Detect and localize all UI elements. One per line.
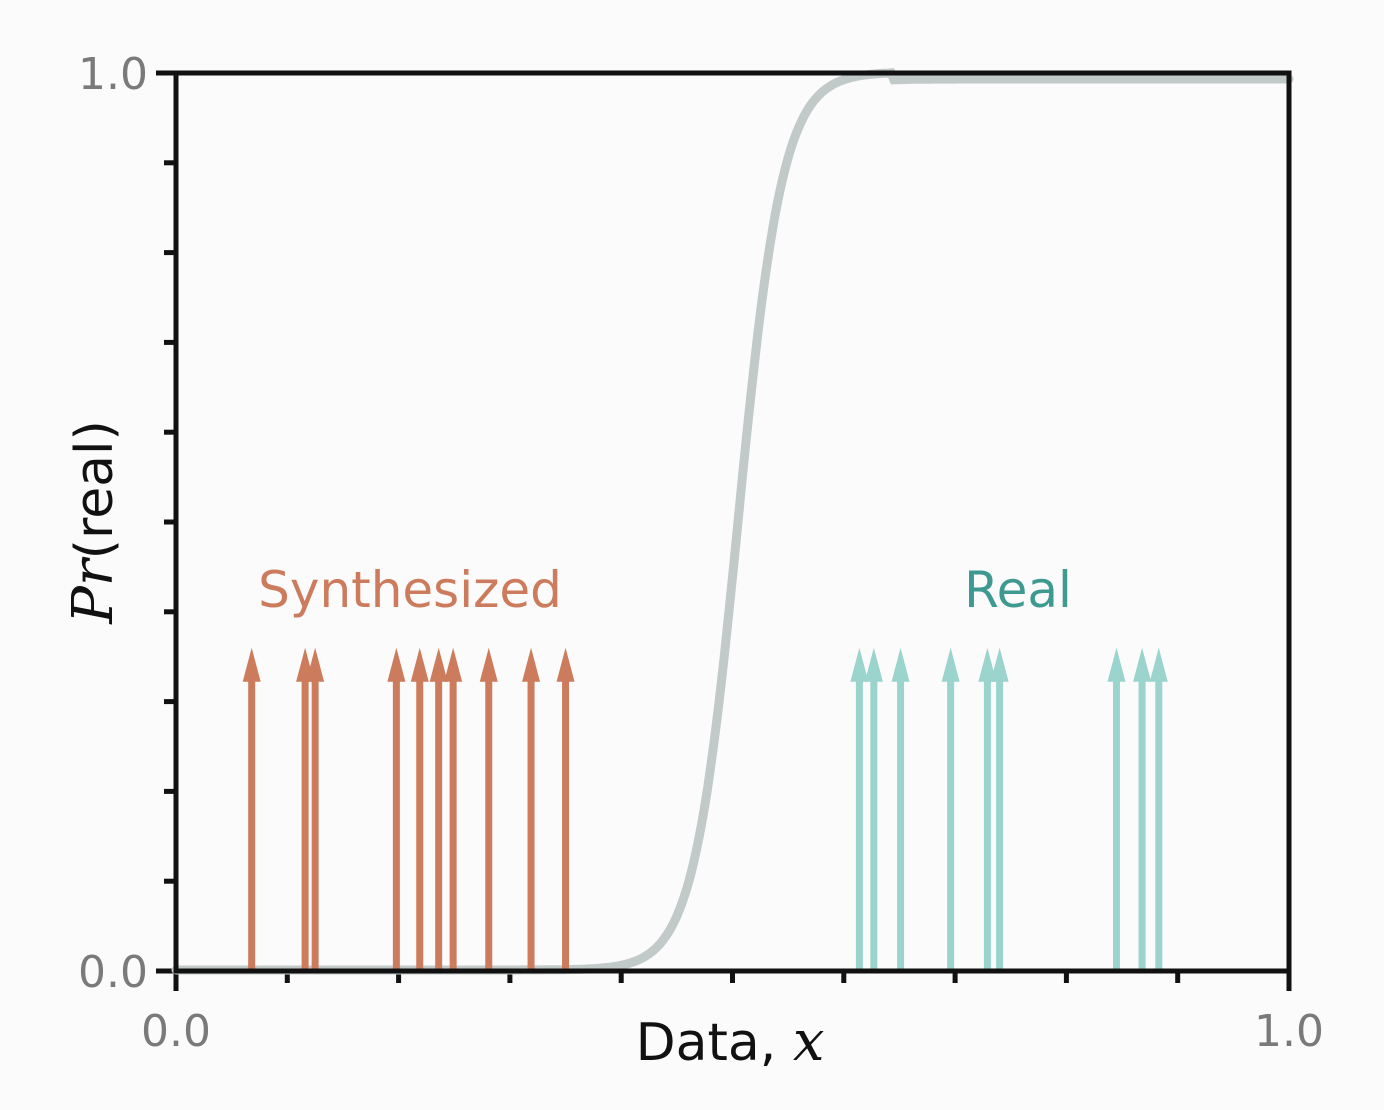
- arrow-synthesized: [387, 647, 406, 969]
- plot-frame: [173, 70, 1292, 974]
- arrow-head: [891, 647, 910, 682]
- arrow-real: [990, 647, 1009, 969]
- arrow-head: [242, 647, 261, 682]
- data-arrows: [242, 647, 1168, 969]
- y-tick-label-max: 1.0: [78, 49, 148, 100]
- arrow-head: [479, 647, 498, 682]
- x-axis-title: Data, x: [636, 1009, 825, 1074]
- arrow-synthesized: [242, 647, 261, 969]
- arrow-real: [941, 647, 960, 969]
- arrow-head: [556, 647, 575, 682]
- arrow-real: [864, 647, 883, 969]
- arrow-real: [978, 647, 997, 969]
- arrow-head: [978, 647, 997, 682]
- arrow-head: [941, 647, 960, 682]
- arrow-synthesized: [479, 647, 498, 969]
- arrow-head: [410, 647, 429, 682]
- x-tick-label-max: 1.0: [1254, 1006, 1324, 1057]
- arrow-synthesized: [296, 647, 315, 969]
- arrow-head: [306, 647, 325, 682]
- y-axis-title-math: Pr: [61, 556, 126, 625]
- arrow-real: [891, 647, 910, 969]
- arrow-head: [864, 647, 883, 682]
- arrow-head: [850, 647, 869, 682]
- arrow-head: [1107, 647, 1126, 682]
- arrow-synthesized: [429, 647, 448, 969]
- arrow-head: [990, 647, 1009, 682]
- y-axis-title-text: (real): [65, 420, 125, 559]
- arrow-real: [1133, 647, 1152, 969]
- arrow-head: [444, 647, 463, 682]
- arrow-real: [1107, 647, 1126, 969]
- arrow-real: [1149, 647, 1168, 969]
- arrow-synthesized: [410, 647, 429, 969]
- arrow-real: [850, 647, 869, 969]
- probability-curve: [171, 68, 1294, 975]
- x-tick-label-min: 0.0: [141, 1006, 211, 1057]
- arrow-synthesized: [444, 647, 463, 969]
- series-label-real: Real: [964, 561, 1072, 619]
- y-tick-label-min: 0.0: [78, 947, 148, 998]
- arrow-head: [1133, 647, 1152, 682]
- arrow-head: [429, 647, 448, 682]
- arrow-head: [1149, 647, 1168, 682]
- arrow-synthesized: [522, 647, 541, 969]
- y-axis-title: Pr(real): [61, 420, 126, 625]
- x-axis-title-text: Data,: [636, 1013, 793, 1073]
- arrow-head: [522, 647, 541, 682]
- x-axis-title-math: x: [793, 1009, 825, 1074]
- arrow-synthesized: [556, 647, 575, 969]
- arrow-synthesized: [306, 647, 325, 969]
- series-label-synthesized: Synthesized: [258, 561, 562, 619]
- arrow-head: [387, 647, 406, 682]
